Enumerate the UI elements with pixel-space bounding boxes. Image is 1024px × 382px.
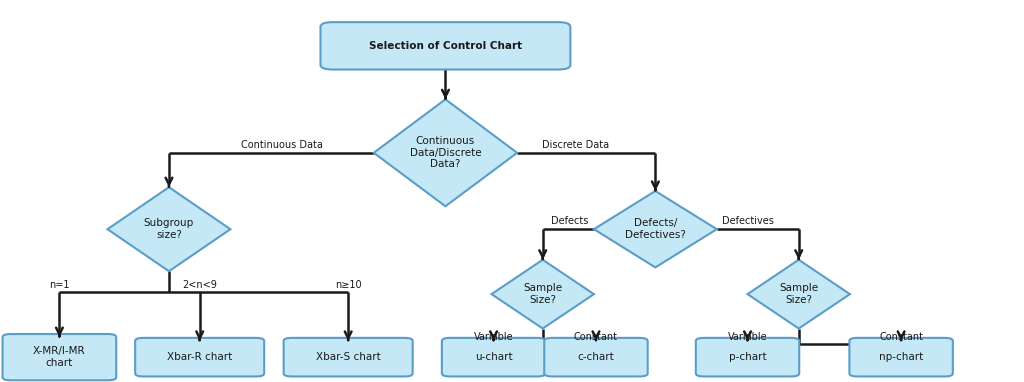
Text: Continuous
Data/Discrete
Data?: Continuous Data/Discrete Data?	[410, 136, 481, 169]
Polygon shape	[108, 187, 230, 271]
FancyBboxPatch shape	[3, 334, 117, 380]
Polygon shape	[374, 99, 517, 206]
FancyBboxPatch shape	[284, 338, 413, 377]
Text: n≥10: n≥10	[335, 280, 361, 290]
Text: np-chart: np-chart	[879, 352, 924, 362]
Text: u-chart: u-chart	[475, 352, 512, 362]
Text: n=1: n=1	[49, 280, 70, 290]
Text: Discrete Data: Discrete Data	[543, 140, 609, 150]
Text: Constant: Constant	[880, 332, 923, 342]
Text: X-MR/I-MR
chart: X-MR/I-MR chart	[33, 346, 86, 368]
FancyBboxPatch shape	[696, 338, 799, 377]
Text: Sample
Size?: Sample Size?	[523, 283, 562, 305]
Text: Sample
Size?: Sample Size?	[779, 283, 818, 305]
Text: Defects/
Defectives?: Defects/ Defectives?	[625, 219, 686, 240]
Polygon shape	[594, 191, 717, 267]
Text: Continuous Data: Continuous Data	[241, 140, 323, 150]
Text: Variable: Variable	[728, 332, 767, 342]
Polygon shape	[748, 260, 850, 329]
Polygon shape	[492, 260, 594, 329]
Text: Defectives: Defectives	[722, 216, 774, 226]
Text: p-chart: p-chart	[729, 352, 766, 362]
Text: Subgroup
size?: Subgroup size?	[143, 219, 195, 240]
FancyBboxPatch shape	[545, 338, 647, 377]
Text: 2<n<9: 2<n<9	[182, 280, 217, 290]
Text: c-chart: c-chart	[578, 352, 614, 362]
FancyBboxPatch shape	[850, 338, 952, 377]
Text: Defects: Defects	[552, 216, 589, 226]
Text: Constant: Constant	[574, 332, 617, 342]
FancyBboxPatch shape	[321, 22, 570, 70]
Text: Selection of Control Chart: Selection of Control Chart	[369, 41, 522, 51]
Text: Xbar-S chart: Xbar-S chart	[315, 352, 381, 362]
Text: Variable: Variable	[474, 332, 513, 342]
FancyBboxPatch shape	[442, 338, 545, 377]
FancyBboxPatch shape	[135, 338, 264, 377]
Text: Xbar-R chart: Xbar-R chart	[167, 352, 232, 362]
